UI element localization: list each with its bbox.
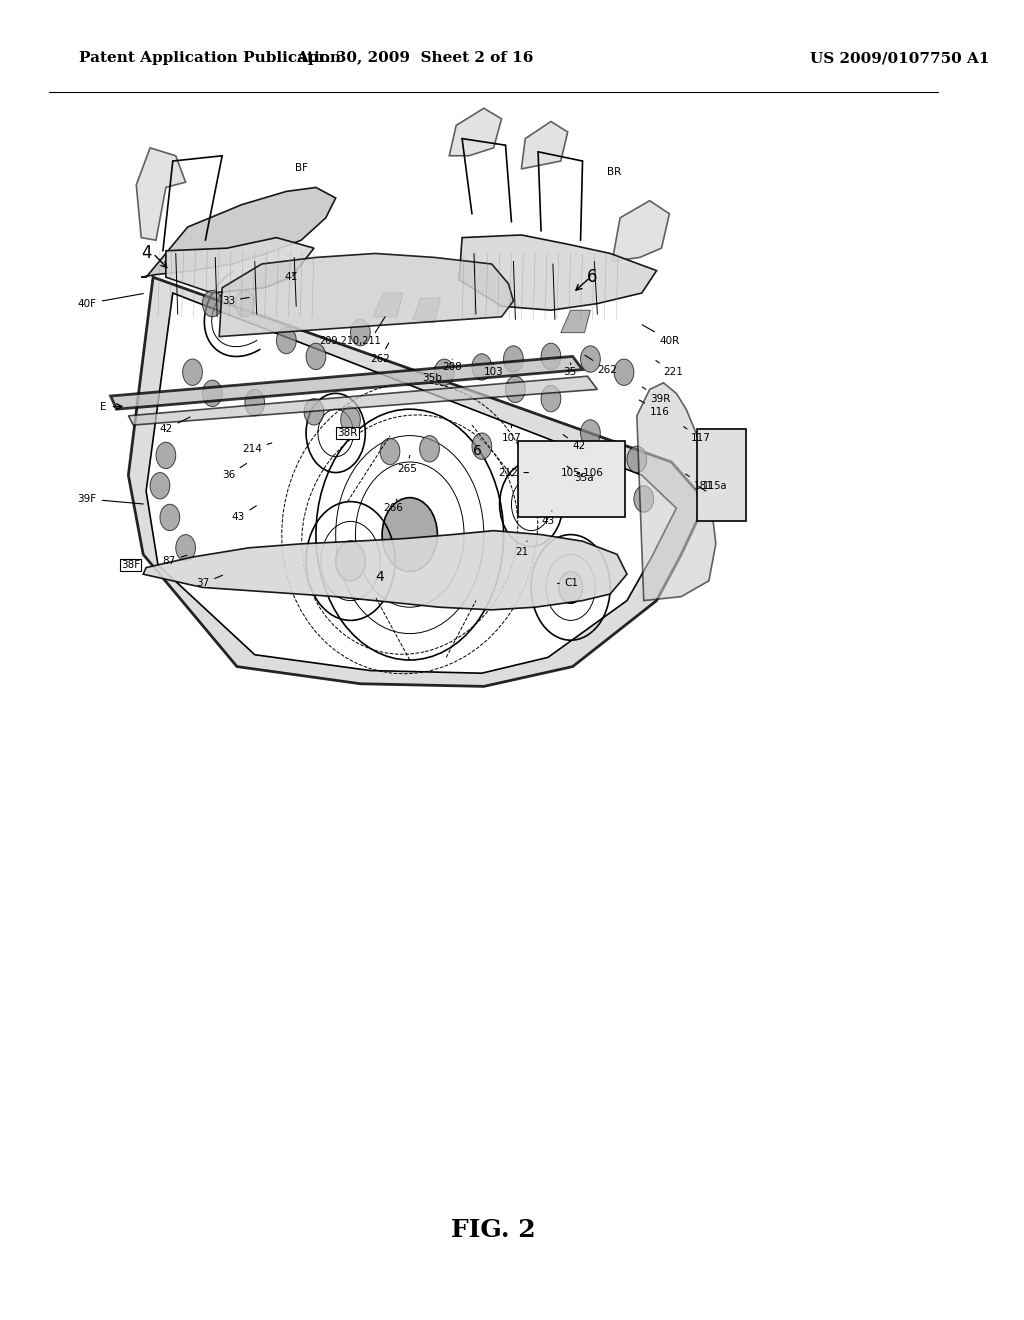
Text: 41: 41 xyxy=(285,272,298,282)
Text: BR: BR xyxy=(607,166,622,177)
Text: 21: 21 xyxy=(515,541,528,557)
Text: 103: 103 xyxy=(483,363,504,378)
Circle shape xyxy=(341,407,360,433)
Circle shape xyxy=(156,442,176,469)
Text: 115a: 115a xyxy=(703,480,727,491)
Circle shape xyxy=(559,572,583,603)
Polygon shape xyxy=(166,238,314,293)
Text: 43: 43 xyxy=(541,511,554,527)
Text: 38F: 38F xyxy=(121,560,140,570)
Polygon shape xyxy=(141,187,336,277)
Circle shape xyxy=(382,498,437,572)
Text: 40R: 40R xyxy=(642,325,680,346)
Text: 107: 107 xyxy=(502,425,521,444)
Text: 181: 181 xyxy=(686,474,714,491)
Circle shape xyxy=(176,535,196,561)
Circle shape xyxy=(472,354,492,380)
Text: 4: 4 xyxy=(376,570,384,583)
Text: 36: 36 xyxy=(222,463,247,480)
Circle shape xyxy=(380,438,400,465)
Text: 87: 87 xyxy=(163,556,187,566)
Bar xyxy=(518,441,625,517)
Circle shape xyxy=(614,359,634,385)
Circle shape xyxy=(350,319,371,346)
Text: 40F: 40F xyxy=(78,293,143,309)
Text: 33: 33 xyxy=(222,296,249,306)
Text: 6: 6 xyxy=(587,268,598,286)
Circle shape xyxy=(203,380,222,407)
Text: 208: 208 xyxy=(442,359,462,372)
Text: Apr. 30, 2009  Sheet 2 of 16: Apr. 30, 2009 Sheet 2 of 16 xyxy=(296,51,534,65)
Text: FIG. 2: FIG. 2 xyxy=(452,1218,536,1242)
Polygon shape xyxy=(450,108,502,156)
Circle shape xyxy=(420,436,439,462)
Text: 4: 4 xyxy=(141,244,152,263)
Polygon shape xyxy=(561,310,591,333)
Circle shape xyxy=(160,504,179,531)
Text: 266: 266 xyxy=(383,499,403,513)
Circle shape xyxy=(234,290,255,317)
Text: US 2009/0107750 A1: US 2009/0107750 A1 xyxy=(810,51,989,65)
Circle shape xyxy=(276,327,296,354)
Polygon shape xyxy=(637,383,716,601)
Polygon shape xyxy=(136,148,185,240)
Circle shape xyxy=(506,376,525,403)
Polygon shape xyxy=(373,293,402,317)
Polygon shape xyxy=(521,121,567,169)
Text: 105,106: 105,106 xyxy=(561,467,604,478)
Text: 35: 35 xyxy=(563,363,577,378)
Text: BF: BF xyxy=(295,162,307,173)
Text: 6: 6 xyxy=(473,445,482,458)
Polygon shape xyxy=(612,201,670,261)
Text: 42: 42 xyxy=(160,417,190,434)
Circle shape xyxy=(581,346,600,372)
Circle shape xyxy=(203,290,222,317)
Text: 35b: 35b xyxy=(423,367,442,383)
Text: 116: 116 xyxy=(639,400,670,417)
Polygon shape xyxy=(146,293,676,673)
Circle shape xyxy=(634,486,653,512)
Text: C1: C1 xyxy=(558,578,579,589)
Bar xyxy=(697,429,746,521)
Circle shape xyxy=(182,359,203,385)
Text: 35a: 35a xyxy=(567,466,594,483)
Polygon shape xyxy=(219,253,513,337)
Polygon shape xyxy=(459,235,656,310)
Text: 221: 221 xyxy=(656,360,683,378)
Circle shape xyxy=(541,385,561,412)
Text: 38R: 38R xyxy=(337,428,357,438)
Text: 262: 262 xyxy=(585,355,617,375)
Text: 43: 43 xyxy=(231,506,256,523)
Circle shape xyxy=(306,343,326,370)
Text: 265: 265 xyxy=(397,455,417,474)
Circle shape xyxy=(504,346,523,372)
Circle shape xyxy=(304,399,324,425)
Circle shape xyxy=(541,343,561,370)
Circle shape xyxy=(151,473,170,499)
Text: 39F: 39F xyxy=(78,494,143,504)
Text: 42: 42 xyxy=(563,434,586,451)
Text: 212: 212 xyxy=(499,467,528,478)
Text: 39R: 39R xyxy=(642,387,670,404)
Polygon shape xyxy=(111,356,583,409)
Circle shape xyxy=(472,433,492,459)
Circle shape xyxy=(627,446,647,473)
Text: Patent Application Publication: Patent Application Publication xyxy=(79,51,341,65)
Text: 117: 117 xyxy=(684,426,711,444)
Polygon shape xyxy=(128,376,597,425)
Circle shape xyxy=(245,389,264,416)
Text: 262: 262 xyxy=(371,343,390,364)
Polygon shape xyxy=(128,277,706,686)
Circle shape xyxy=(336,541,366,581)
Circle shape xyxy=(434,359,455,385)
Polygon shape xyxy=(143,531,627,610)
Text: 209,210,211: 209,210,211 xyxy=(319,335,381,346)
Text: 37: 37 xyxy=(196,576,222,589)
Polygon shape xyxy=(413,298,440,322)
Circle shape xyxy=(581,420,600,446)
Text: 214: 214 xyxy=(242,444,271,454)
Text: E: E xyxy=(100,401,106,412)
